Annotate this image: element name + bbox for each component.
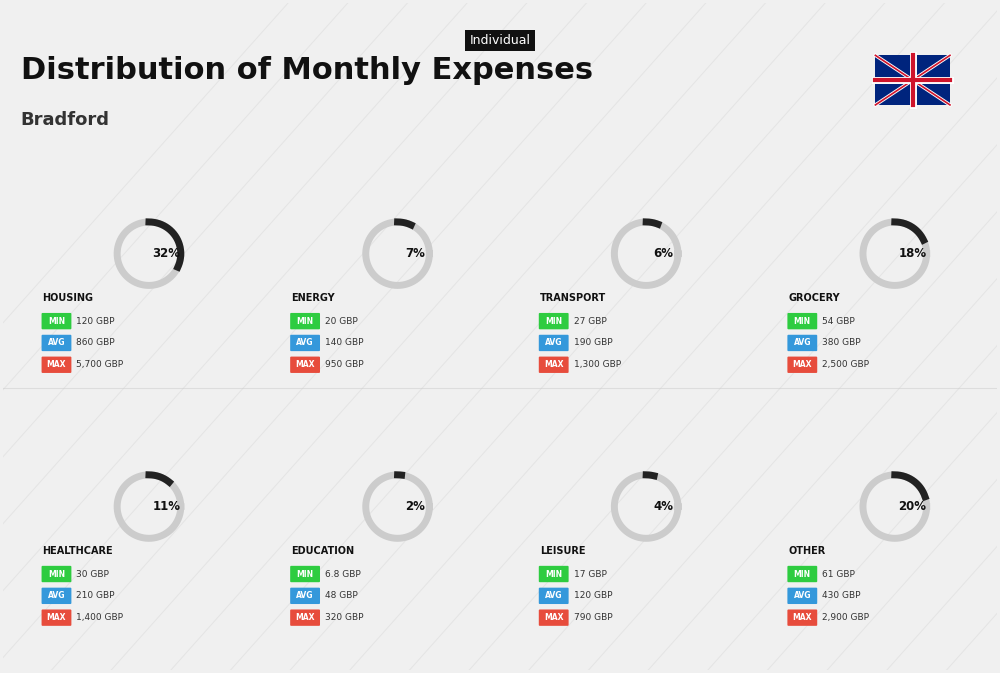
Text: 54 GBP: 54 GBP (822, 316, 855, 326)
Text: TRANSPORT: TRANSPORT (540, 293, 606, 304)
Text: HOUSING: HOUSING (43, 293, 94, 304)
Text: AVG: AVG (48, 592, 65, 600)
Text: MAX: MAX (544, 613, 563, 622)
Text: 48 GBP: 48 GBP (325, 592, 358, 600)
Text: 20 GBP: 20 GBP (325, 316, 358, 326)
Text: Individual: Individual (470, 34, 530, 47)
Text: 61 GBP: 61 GBP (822, 569, 855, 579)
Text: LEISURE: LEISURE (540, 546, 585, 557)
Text: MAX: MAX (793, 360, 812, 369)
Text: MIN: MIN (48, 569, 65, 579)
Text: AVG: AVG (545, 339, 562, 347)
FancyBboxPatch shape (290, 610, 320, 626)
Text: MIN: MIN (545, 316, 562, 326)
FancyBboxPatch shape (42, 566, 71, 582)
FancyBboxPatch shape (787, 357, 817, 373)
Text: 30 GBP: 30 GBP (76, 569, 109, 579)
Text: GROCERY: GROCERY (788, 293, 840, 304)
FancyBboxPatch shape (290, 313, 320, 329)
Text: 210 GBP: 210 GBP (76, 592, 115, 600)
Text: 2%: 2% (405, 500, 425, 513)
FancyBboxPatch shape (290, 588, 320, 604)
Text: EDUCATION: EDUCATION (291, 546, 354, 557)
FancyBboxPatch shape (42, 313, 71, 329)
FancyBboxPatch shape (539, 566, 569, 582)
FancyBboxPatch shape (787, 334, 817, 351)
Text: 190 GBP: 190 GBP (574, 339, 612, 347)
Text: 6%: 6% (654, 247, 674, 260)
Text: 430 GBP: 430 GBP (822, 592, 861, 600)
FancyBboxPatch shape (787, 313, 817, 329)
FancyBboxPatch shape (787, 566, 817, 582)
Text: 120 GBP: 120 GBP (574, 592, 612, 600)
Text: MIN: MIN (794, 316, 811, 326)
Text: MAX: MAX (295, 613, 315, 622)
Text: 380 GBP: 380 GBP (822, 339, 861, 347)
Text: AVG: AVG (794, 339, 811, 347)
Text: 17 GBP: 17 GBP (574, 569, 606, 579)
Text: MIN: MIN (297, 569, 314, 579)
Text: MIN: MIN (545, 569, 562, 579)
Text: 18%: 18% (898, 247, 926, 260)
Text: 790 GBP: 790 GBP (574, 613, 612, 622)
Text: 320 GBP: 320 GBP (325, 613, 363, 622)
Text: 6.8 GBP: 6.8 GBP (325, 569, 361, 579)
Text: 5,700 GBP: 5,700 GBP (76, 360, 123, 369)
Text: 1,300 GBP: 1,300 GBP (574, 360, 621, 369)
Text: MAX: MAX (793, 613, 812, 622)
FancyBboxPatch shape (42, 588, 71, 604)
Text: MAX: MAX (47, 360, 66, 369)
Text: 950 GBP: 950 GBP (325, 360, 364, 369)
Text: MAX: MAX (544, 360, 563, 369)
FancyBboxPatch shape (42, 610, 71, 626)
Text: MAX: MAX (295, 360, 315, 369)
FancyBboxPatch shape (875, 55, 950, 105)
Text: HEALTHCARE: HEALTHCARE (43, 546, 113, 557)
Text: AVG: AVG (545, 592, 562, 600)
Text: 140 GBP: 140 GBP (325, 339, 363, 347)
Text: 4%: 4% (654, 500, 674, 513)
FancyBboxPatch shape (539, 357, 569, 373)
FancyBboxPatch shape (539, 588, 569, 604)
FancyBboxPatch shape (539, 313, 569, 329)
FancyBboxPatch shape (787, 610, 817, 626)
Text: 120 GBP: 120 GBP (76, 316, 115, 326)
Text: AVG: AVG (794, 592, 811, 600)
Text: 27 GBP: 27 GBP (574, 316, 606, 326)
Text: MIN: MIN (794, 569, 811, 579)
Text: Distribution of Monthly Expenses: Distribution of Monthly Expenses (21, 56, 593, 85)
Text: 860 GBP: 860 GBP (76, 339, 115, 347)
Text: AVG: AVG (296, 592, 314, 600)
Text: 20%: 20% (898, 500, 926, 513)
Text: 2,900 GBP: 2,900 GBP (822, 613, 869, 622)
Text: OTHER: OTHER (788, 546, 826, 557)
FancyBboxPatch shape (42, 334, 71, 351)
FancyBboxPatch shape (42, 357, 71, 373)
Text: Bradford: Bradford (21, 111, 110, 129)
FancyBboxPatch shape (787, 588, 817, 604)
Text: 2,500 GBP: 2,500 GBP (822, 360, 869, 369)
Text: AVG: AVG (48, 339, 65, 347)
Text: MIN: MIN (297, 316, 314, 326)
FancyBboxPatch shape (290, 334, 320, 351)
Text: MIN: MIN (48, 316, 65, 326)
FancyBboxPatch shape (290, 566, 320, 582)
FancyBboxPatch shape (290, 357, 320, 373)
Text: MAX: MAX (47, 613, 66, 622)
FancyBboxPatch shape (539, 334, 569, 351)
FancyBboxPatch shape (539, 610, 569, 626)
Text: ENERGY: ENERGY (291, 293, 335, 304)
Text: 1,400 GBP: 1,400 GBP (76, 613, 123, 622)
Text: 32%: 32% (152, 247, 180, 260)
Text: 11%: 11% (152, 500, 180, 513)
Text: AVG: AVG (296, 339, 314, 347)
Text: 7%: 7% (405, 247, 425, 260)
